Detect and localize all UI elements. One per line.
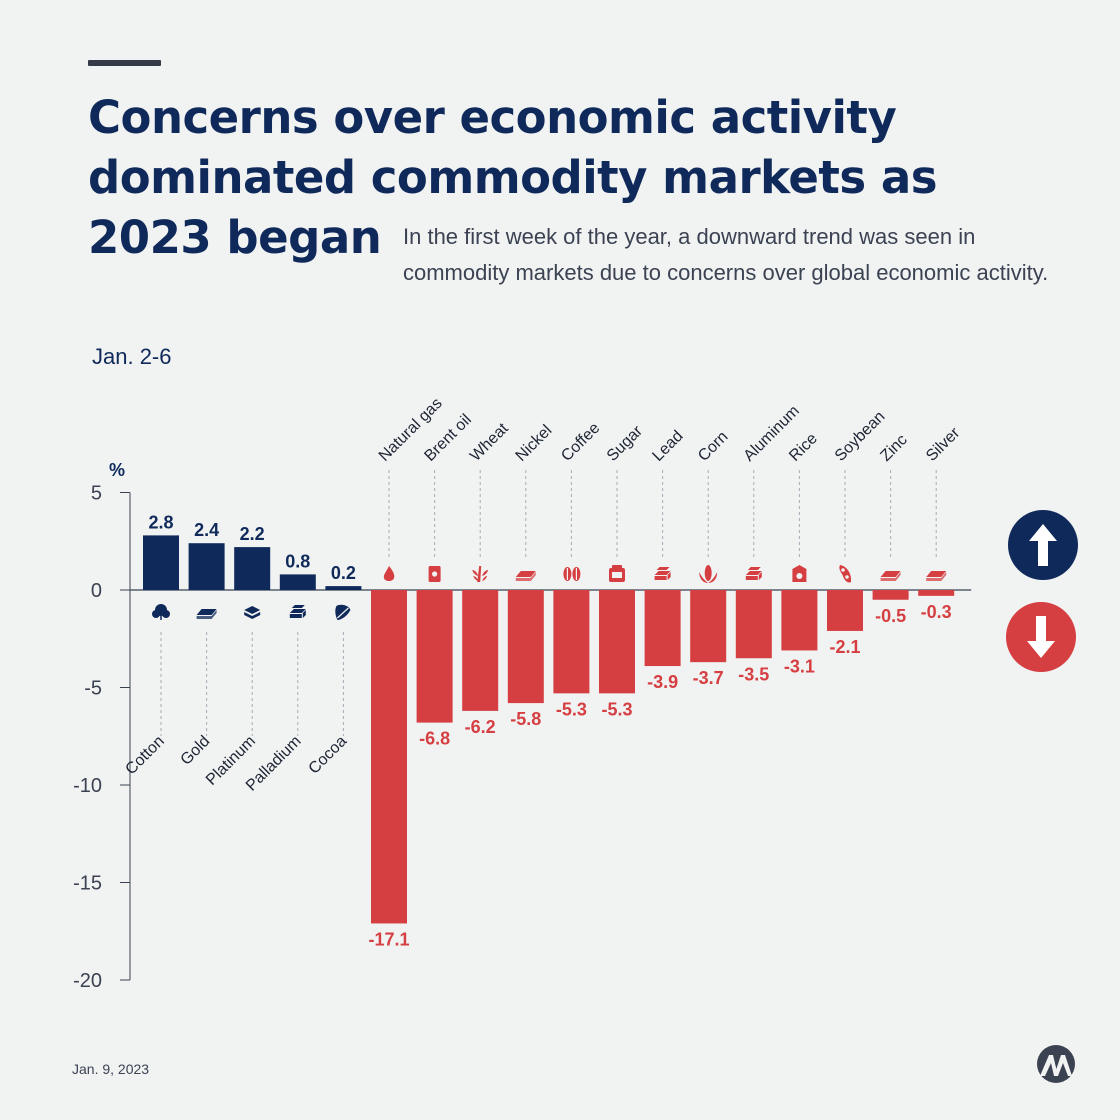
down-arrow-legend-icon (1006, 602, 1076, 672)
value-label: -6.2 (465, 717, 496, 737)
category-label: Rice (786, 430, 821, 465)
category-label: Cocoa (306, 733, 351, 778)
value-label: -5.3 (601, 699, 632, 719)
bar-natural-gas (371, 590, 407, 924)
bar-cocoa (325, 586, 362, 590)
bar-lead (644, 590, 681, 667)
value-label: -2.1 (829, 637, 860, 657)
up-arrow-legend-icon (1008, 510, 1078, 580)
bar-rice (781, 590, 818, 651)
platinum-icon (244, 606, 261, 619)
y-axis-unit-label: % (109, 460, 125, 480)
category-label: Cotton (122, 733, 167, 778)
category-label: Corn (695, 428, 732, 465)
bar-nickel (507, 590, 544, 704)
value-label: -3.7 (693, 668, 724, 688)
value-label: 2.8 (148, 512, 173, 532)
value-label: -5.3 (556, 699, 587, 719)
period-label: Jan. 2-6 (92, 344, 172, 369)
sugar-sack-icon (609, 565, 625, 582)
value-label: -0.5 (875, 606, 906, 626)
publication-date: Jan. 9, 2023 (72, 1061, 150, 1077)
y-tick-label: -15 (73, 873, 102, 895)
bar-sugar (599, 590, 635, 694)
palladium-icon (289, 605, 306, 618)
coffee-bean-icon (563, 567, 581, 581)
bar-zinc (872, 590, 909, 600)
category-label: Nickel (513, 422, 556, 465)
corn-icon (699, 565, 718, 583)
flame-icon (383, 566, 395, 581)
category-label: Coffee (558, 420, 603, 465)
value-label: -5.8 (510, 709, 541, 729)
gold-bar-icon (196, 609, 217, 619)
y-tick-label: -5 (84, 678, 102, 700)
value-label: -3.5 (738, 664, 769, 684)
value-label: -3.9 (647, 672, 678, 692)
y-tick-label: -20 (73, 970, 102, 992)
cotton-icon (152, 604, 170, 620)
value-label: 0.2 (331, 563, 356, 583)
category-label: Zinc (877, 431, 910, 464)
soybean-icon (839, 565, 852, 583)
bar-palladium (279, 574, 316, 590)
category-label: Wheat (467, 420, 512, 465)
bar-silver (918, 590, 955, 596)
value-label: -3.1 (784, 656, 815, 676)
category-label: Gold (178, 733, 214, 769)
category-label: Sugar (604, 422, 647, 465)
value-label: 0.8 (285, 551, 310, 571)
bar-brent-oil (416, 590, 453, 723)
bar-cotton (143, 535, 179, 590)
top-accent-rule (88, 60, 161, 66)
rice-sack-icon (792, 565, 807, 582)
bar-soybean (827, 590, 863, 631)
wheat-icon (472, 566, 489, 582)
metal-ingot-icon (880, 571, 901, 581)
category-label: Lead (649, 428, 686, 465)
metal-ingot-icon (926, 571, 947, 581)
metal-ingot-icon (515, 571, 536, 581)
category-label: Silver (923, 424, 964, 465)
bar-corn (690, 590, 727, 663)
value-label: -17.1 (368, 929, 409, 949)
bar-wheat (462, 590, 499, 711)
cocoa-icon (335, 604, 351, 620)
value-label: 2.2 (240, 524, 265, 544)
bar-gold (188, 543, 225, 590)
y-tick-label: -10 (73, 775, 102, 797)
page-subtitle: In the first week of the year, a downwar… (403, 224, 1049, 285)
metal-stack-icon (745, 567, 762, 580)
bar-aluminum (735, 590, 772, 659)
y-tick-label: 0 (91, 580, 102, 602)
bar-coffee (553, 590, 590, 694)
oil-barrel-icon (428, 566, 441, 582)
page-title: Concerns over economic activity dominate… (88, 91, 938, 264)
y-tick-label: 5 (91, 483, 102, 505)
value-label: 2.4 (194, 520, 219, 540)
metal-stack-icon (654, 567, 671, 580)
agency-logo-icon (1037, 1045, 1075, 1083)
bar-platinum (234, 547, 271, 590)
value-label: -0.3 (921, 602, 952, 622)
value-label: -6.8 (419, 729, 450, 749)
